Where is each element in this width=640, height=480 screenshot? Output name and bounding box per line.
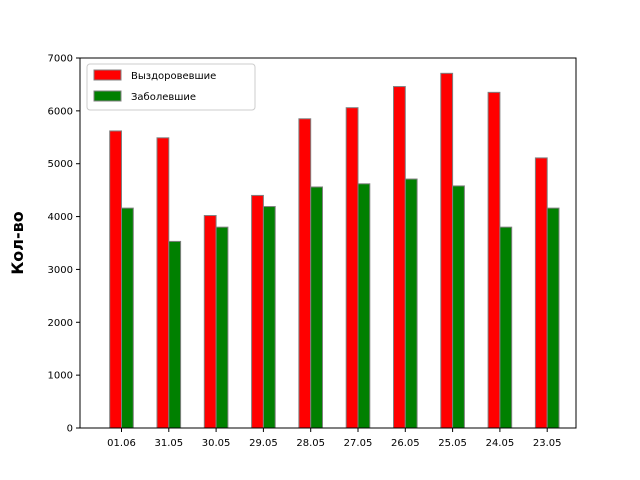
x-tick-label: 24.05 xyxy=(486,438,515,449)
bar-infected-31.05 xyxy=(168,240,182,429)
plot-frame xyxy=(79,57,577,429)
x-tick-label: 25.05 xyxy=(438,438,467,449)
bar-infected-27.05 xyxy=(357,183,371,429)
legend-swatch-infected xyxy=(93,90,122,102)
x-tick-label: 28.05 xyxy=(296,438,325,449)
y-tick-label: 5000 xyxy=(48,159,73,170)
x-axis-ticks: 01.06 31.05 30.05 29.05 28.05 27.05 26.05 25.05… xyxy=(107,428,562,449)
bar-recovered-28.05 xyxy=(298,118,312,429)
y-tick-label: 2000 xyxy=(48,318,73,329)
y-tick-label: 7000 xyxy=(48,54,73,65)
bar-recovered-25.05 xyxy=(440,72,454,429)
y-tick-label: 6000 xyxy=(48,106,73,117)
y-axis-ticks: 0 1000 2000 3000 4000 5000 6000 7000 xyxy=(48,54,80,435)
y-axis-label: Кол-во xyxy=(8,211,27,275)
x-tick-label: 01.06 xyxy=(107,438,136,449)
x-tick-label: 30.05 xyxy=(202,438,231,449)
x-tick-label: 23.05 xyxy=(533,438,562,449)
x-tick-label: 26.05 xyxy=(391,438,420,449)
y-tick-label: 3000 xyxy=(48,265,73,276)
legend-box xyxy=(86,63,256,111)
bar-infected-25.05 xyxy=(452,185,465,429)
bar-recovered-29.05 xyxy=(251,194,264,429)
x-tick-label: 27.05 xyxy=(344,438,373,449)
bar-infected-24.05 xyxy=(499,226,513,429)
bar-recovered-26.05 xyxy=(393,86,406,429)
legend-label-infected: Заболевшие xyxy=(131,92,196,103)
bar-recovered-30.05 xyxy=(203,215,217,429)
bar-recovered-31.05 xyxy=(156,137,170,429)
legend-swatch-recovered xyxy=(93,69,122,81)
legend-label-recovered: Выздоровевшие xyxy=(131,71,216,82)
y-tick-label: 1000 xyxy=(48,371,73,382)
x-tick-label: 31.05 xyxy=(154,438,183,449)
y-tick-label: 0 xyxy=(67,424,73,435)
legend: Выздоровевшие Заболевшие xyxy=(86,63,256,111)
bar-infected-23.05 xyxy=(546,207,560,429)
bar-recovered-23.05 xyxy=(534,157,548,429)
bar-infected-30.05 xyxy=(215,226,229,429)
bar-recovered-27.05 xyxy=(345,107,359,429)
bar-recovered-01.06 xyxy=(109,130,122,429)
bar-infected-26.05 xyxy=(404,178,418,429)
x-tick-label: 29.05 xyxy=(249,438,278,449)
bar-infected-01.06 xyxy=(121,207,134,429)
y-tick-label: 4000 xyxy=(48,212,73,223)
bar-infected-29.05 xyxy=(262,206,276,429)
bar-recovered-24.05 xyxy=(487,91,501,429)
bar-infected-28.05 xyxy=(310,186,324,429)
